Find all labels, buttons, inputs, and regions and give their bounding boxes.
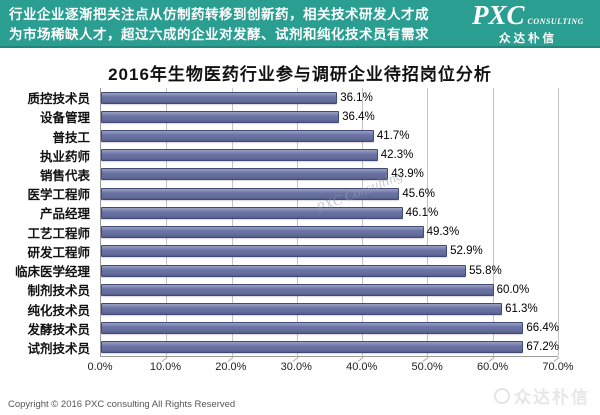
bar — [101, 206, 403, 219]
bar — [101, 264, 467, 277]
category-labels: 质控技术员设备管理普技工执业药师销售代表医学工程师产品经理工艺工程师研发工程师临… — [0, 88, 96, 357]
bar — [101, 149, 378, 162]
category-label: 医学工程师 — [27, 188, 90, 203]
gridline — [427, 88, 429, 356]
bar-row: 61.3% — [101, 299, 559, 318]
x-tick-label: 60.0% — [476, 361, 509, 373]
bar-row: 49.3% — [101, 223, 559, 242]
bar — [101, 303, 503, 316]
bar — [101, 245, 448, 258]
plot-area — [100, 88, 559, 357]
watermark-face-icon — [494, 387, 510, 404]
bar-value-label: 52.9% — [450, 245, 483, 258]
x-tick-label: 30.0% — [280, 361, 312, 373]
category-label: 临床医学经理 — [14, 265, 90, 280]
category-label: 设备管理 — [39, 111, 90, 126]
bar-value-label: 43.9% — [391, 168, 424, 181]
x-tick-label: 70.0% — [542, 361, 574, 373]
chart-title: 2016年生物医药行业参与调研企业待招岗位分析 — [108, 65, 492, 84]
bar — [101, 168, 389, 181]
bar-row: 60.0% — [101, 280, 559, 299]
category-label: 纯化技术员 — [27, 303, 90, 318]
bar-row: 36.1% — [101, 88, 559, 107]
bar-value-label: 55.8% — [469, 264, 502, 277]
header-band: 行业企业逐渐把关注点从仿制药转移到创新药，相关技术研发人才成 为市场稀缺人才，超… — [0, 0, 600, 48]
category-label: 研发工程师 — [27, 245, 90, 260]
pxc-logo-main: PXC — [472, 0, 525, 30]
bar-row: 46.1% — [101, 203, 559, 222]
bar-value-label: 36.1% — [340, 91, 373, 104]
gridline — [558, 88, 559, 356]
header-text-line2: 为市场稀缺人才，超过六成的企业对发酵、试剂和纯化技术员有需求 — [9, 26, 429, 42]
bottom-right-watermark: 众达朴信 — [494, 383, 590, 408]
copyright-text: Copyright © 2016 PXC consulting All Righ… — [8, 399, 236, 410]
bar-value-label: 67.2% — [526, 341, 559, 354]
bar-rows: 36.1% 36.4% 41.7% 42.3% 43.9% 45.6% 46.1% 49.3%… — [101, 88, 559, 357]
bar-row: 55.8% — [101, 261, 559, 280]
pxc-logo-cn: 众达朴信 — [499, 33, 557, 45]
category-label: 发酵技术员 — [27, 322, 90, 337]
bar-value-label: 46.1% — [405, 206, 439, 219]
bar — [101, 130, 374, 143]
bar-row: 67.2% — [101, 338, 559, 357]
bar-value-label: 66.4% — [526, 322, 559, 335]
category-label: 普技工 — [52, 130, 90, 145]
category-label: 试剂技术员 — [27, 341, 90, 356]
category-label: 工艺工程师 — [27, 226, 90, 241]
bar-row: 66.4% — [101, 319, 559, 338]
bar-row: 45.6% — [101, 184, 559, 203]
gridline — [492, 88, 494, 356]
bar — [101, 187, 400, 200]
bar — [101, 322, 524, 335]
header-text-line1: 行业企业逐渐把关注点从仿制药转移到创新药，相关技术研发人才成 — [9, 7, 429, 22]
gridline — [362, 88, 364, 356]
bar-value-label: 61.3% — [505, 303, 538, 316]
x-tick-label: 40.0% — [346, 361, 378, 373]
bar — [101, 283, 494, 296]
bar — [101, 226, 424, 239]
category-label: 质控技术员 — [27, 92, 90, 107]
bar-value-label: 36.4% — [342, 110, 375, 123]
bar-value-label: 42.3% — [380, 149, 414, 162]
x-tick-label: 0.0% — [87, 361, 113, 373]
bar-row: 52.9% — [101, 242, 559, 261]
category-label: 制剂技术员 — [27, 284, 90, 299]
header-text: 行业企业逐渐把关注点从仿制药转移到创新药，相关技术研发人才成 为市场稀缺人才，超… — [9, 5, 461, 44]
category-label: 执业药师 — [39, 149, 90, 164]
bar-value-label: 41.7% — [376, 130, 410, 143]
bar-value-label: 49.3% — [426, 226, 460, 239]
gridline — [231, 88, 233, 356]
category-label: 产品经理 — [39, 207, 90, 222]
bar — [101, 341, 524, 354]
bar-row: 41.7% — [101, 126, 559, 145]
bar-row: 42.3% — [101, 146, 559, 165]
pxc-logo-sub: CONSULTING — [527, 17, 584, 26]
x-tick-label: 20.0% — [215, 361, 247, 373]
bar-row: 36.4% — [101, 107, 559, 126]
bar — [101, 91, 338, 104]
watermark-text: 众达朴信 — [514, 388, 590, 407]
pxc-logo: PXC CONSULTING 众达朴信 — [460, 2, 596, 46]
bar-row: 43.9% — [101, 165, 559, 184]
category-label: 销售代表 — [39, 168, 90, 183]
bar-value-label: 45.6% — [402, 187, 435, 200]
bar-value-label: 60.0% — [496, 283, 530, 296]
pxc-logo-main-row: PXC CONSULTING — [460, 2, 596, 29]
x-axis: 0.0% 10.0% 20.0% 30.0% 40.0% 50.0% 60.0% 70.0% — [87, 361, 573, 377]
x-tick-label: 10.0% — [149, 361, 182, 373]
gridline — [166, 88, 168, 356]
bar — [101, 110, 340, 123]
x-tick-label: 50.0% — [411, 361, 443, 373]
gridline — [296, 88, 298, 356]
